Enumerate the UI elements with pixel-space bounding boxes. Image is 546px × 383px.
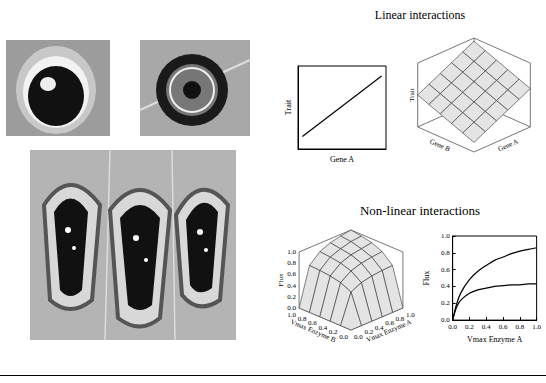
svg-text:0.4: 0.4 xyxy=(374,323,384,332)
svg-text:0.4: 0.4 xyxy=(318,323,328,332)
svg-text:Gene A: Gene A xyxy=(330,155,354,164)
svg-text:0.2: 0.2 xyxy=(328,328,338,337)
svg-text:0.4: 0.4 xyxy=(482,323,491,331)
svg-text:0.6: 0.6 xyxy=(499,323,508,331)
svg-text:0.2: 0.2 xyxy=(287,293,296,301)
svg-text:0.2: 0.2 xyxy=(465,323,474,331)
svg-text:0.8: 0.8 xyxy=(441,249,450,257)
svg-text:Vmax Enzyme B: Vmax Enzyme B xyxy=(289,318,337,344)
svg-text:Trait: Trait xyxy=(284,99,293,115)
svg-text:1.0: 1.0 xyxy=(406,311,415,319)
svg-text:0.2: 0.2 xyxy=(364,328,374,337)
svg-text:1.0: 1.0 xyxy=(441,232,450,240)
svg-text:Gene A: Gene A xyxy=(497,137,520,153)
svg-text:0.6: 0.6 xyxy=(308,319,317,328)
svg-text:Trait: Trait xyxy=(408,88,416,101)
svg-text:0.6: 0.6 xyxy=(385,319,394,328)
svg-text:0.0: 0.0 xyxy=(339,333,348,341)
svg-text:0.6: 0.6 xyxy=(441,266,450,274)
svg-text:0.0: 0.0 xyxy=(354,333,363,341)
svg-text:0.8: 0.8 xyxy=(515,323,524,331)
svg-text:Gene B: Gene B xyxy=(429,137,452,153)
svg-text:0.2: 0.2 xyxy=(441,299,450,307)
svg-text:0.8: 0.8 xyxy=(395,314,405,323)
svg-text:0.8: 0.8 xyxy=(297,314,307,323)
svg-text:1.0: 1.0 xyxy=(287,248,296,256)
svg-text:0.4: 0.4 xyxy=(441,282,450,290)
svg-text:Flux: Flux xyxy=(422,271,431,286)
svg-text:0.0: 0.0 xyxy=(287,304,296,312)
svg-text:Flux: Flux xyxy=(277,273,285,286)
svg-text:Vmax Enzyme A: Vmax Enzyme A xyxy=(365,318,413,344)
svg-text:Vmax Enzyme A: Vmax Enzyme A xyxy=(467,335,522,344)
svg-text:0.6: 0.6 xyxy=(287,270,296,278)
svg-text:0.8: 0.8 xyxy=(287,259,296,267)
svg-text:0.0: 0.0 xyxy=(448,323,457,331)
svg-text:1.0: 1.0 xyxy=(532,323,541,331)
html-text:Non-linear interactions: Non-linear interactions xyxy=(359,203,481,218)
html-text:Linear interactions: Linear interactions xyxy=(374,8,466,22)
svg-text:0.0: 0.0 xyxy=(440,316,450,325)
svg-text:0.4: 0.4 xyxy=(287,282,296,290)
